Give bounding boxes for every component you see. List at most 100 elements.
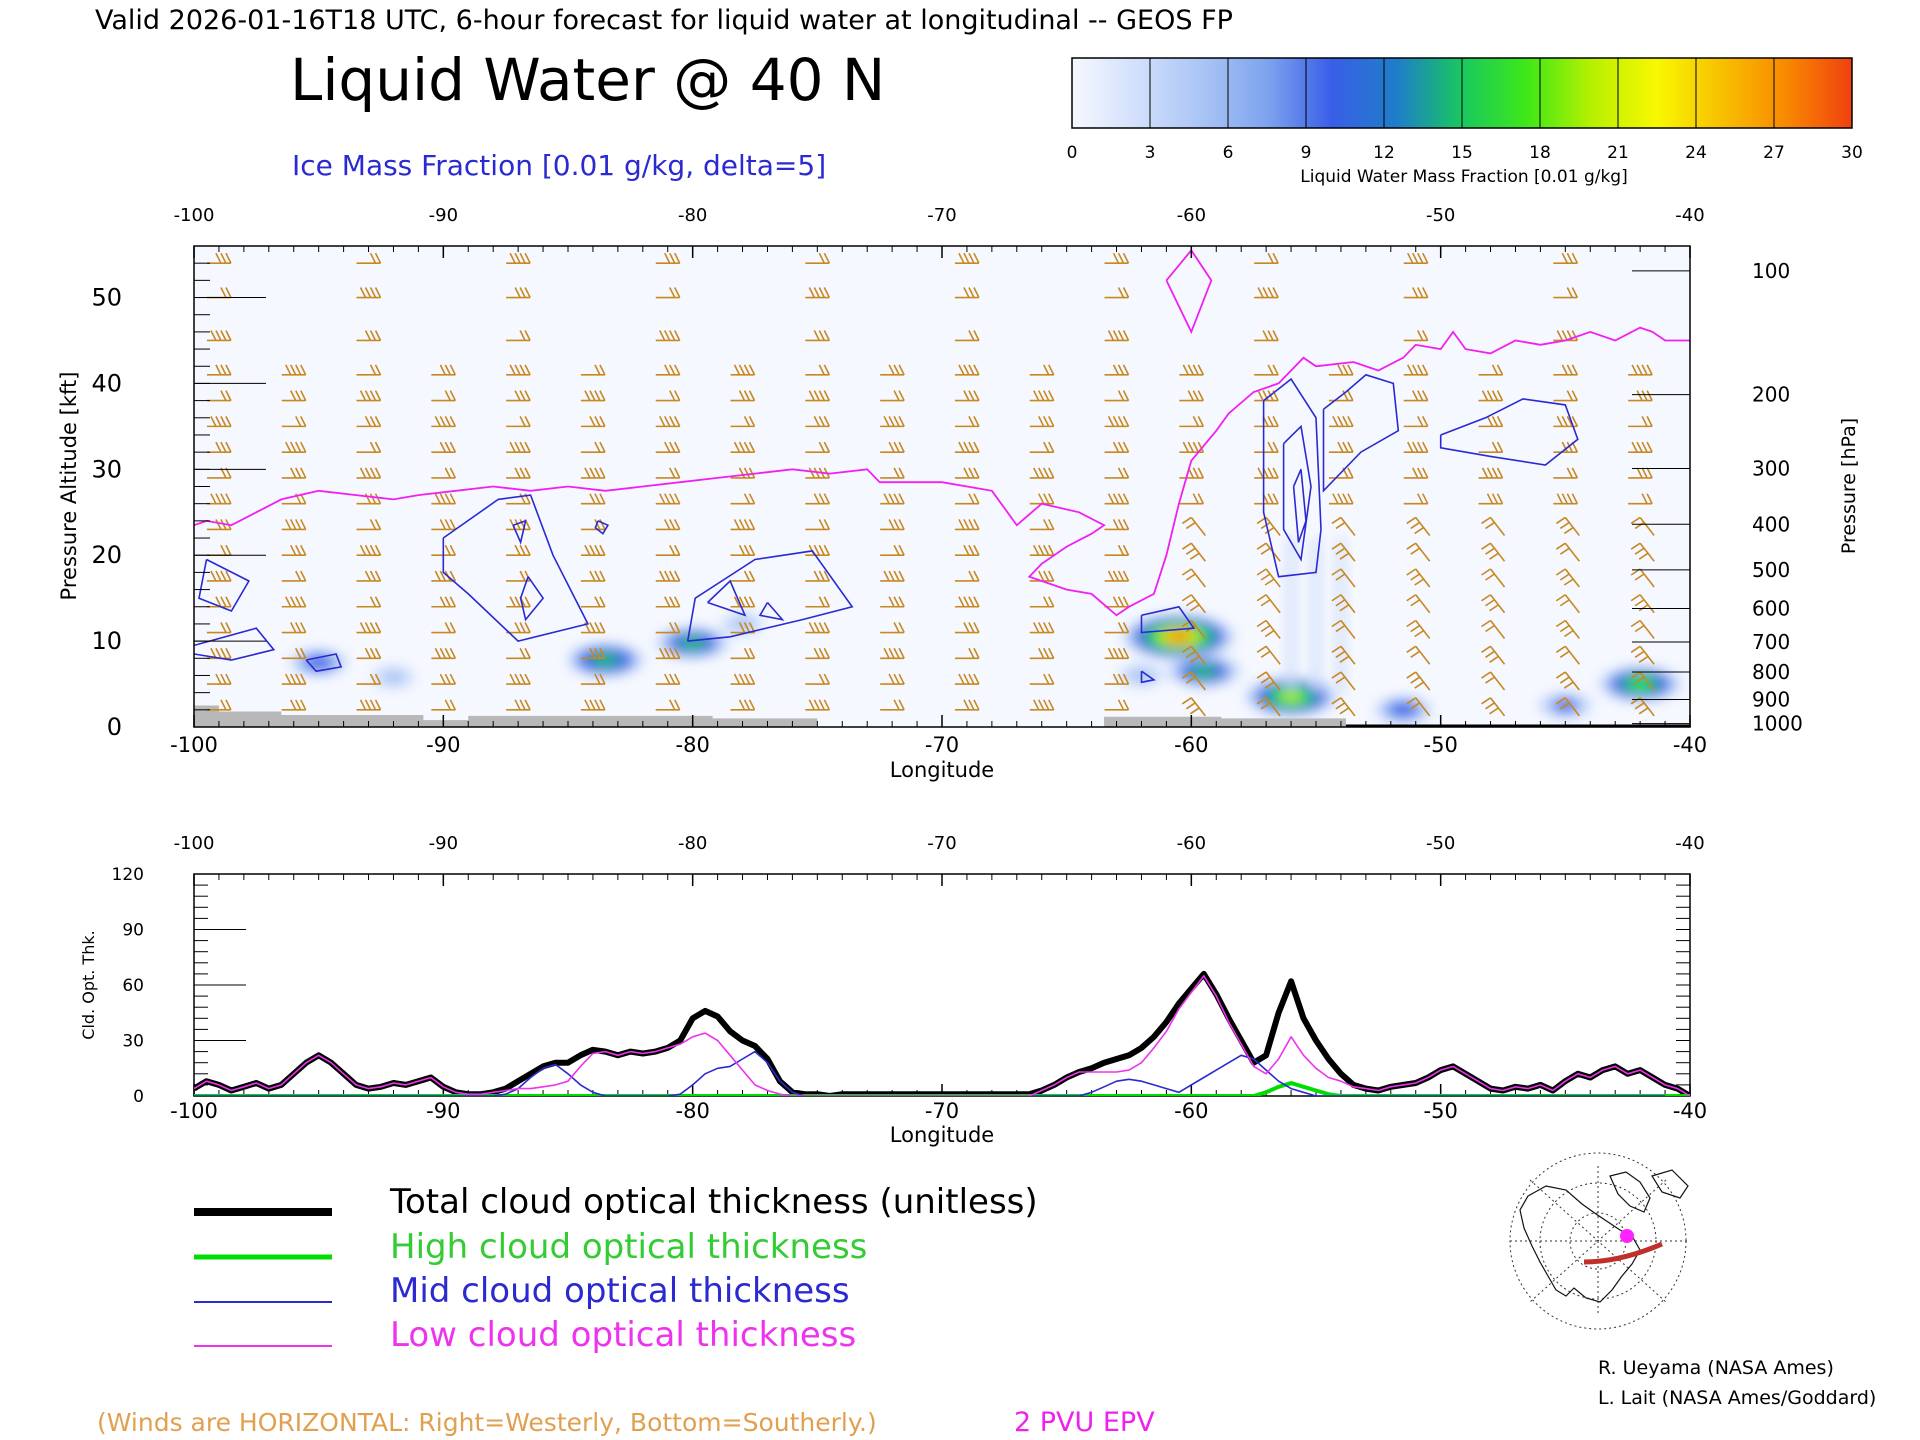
- pressure-tick-label: 800: [1752, 660, 1790, 684]
- wind-barb-flag: [883, 570, 890, 582]
- wind-barb: [580, 416, 606, 428]
- wind-barb-flag: [888, 673, 895, 685]
- wind-barb-flag: [1038, 699, 1045, 711]
- wind-barb-flag: [1410, 521, 1421, 530]
- wind-barb-shaft: [1340, 542, 1356, 562]
- wind-barb-flag: [374, 673, 382, 685]
- wind-barb: [1555, 568, 1580, 588]
- main-top-xtick-label: -40: [1675, 205, 1704, 226]
- wind-barb: [655, 647, 681, 660]
- wind-barb-flag: [1043, 544, 1050, 556]
- wind-barb-flag: [369, 390, 377, 401]
- wind-barb: [730, 647, 756, 660]
- wind-barb-flag: [589, 622, 596, 633]
- wind-barb: [1104, 416, 1130, 428]
- wind-barb-flag: [594, 493, 601, 505]
- wind-barb: [356, 441, 382, 453]
- wind-barb-flag: [1331, 645, 1342, 653]
- wind-barb-flag: [215, 519, 222, 530]
- wind-barb-flag: [359, 544, 367, 556]
- wind-barb-flag: [220, 390, 227, 401]
- wind-barb-flag: [1043, 699, 1050, 711]
- wind-barb-flag: [1033, 544, 1040, 556]
- optical-thickness-plot: -100 -100 -90 -90 -80 -80 -70 -70 -60 -60 -50 -50 -4…: [112, 833, 1708, 1123]
- wind-barb: [1181, 671, 1206, 691]
- wind-barb-flag: [1181, 645, 1192, 653]
- wind-barb-flag: [823, 287, 831, 298]
- wind-barb-flag: [1122, 493, 1130, 505]
- wind-barb-flag: [220, 287, 227, 298]
- wind-barb-flag: [664, 364, 671, 376]
- wind-barb-flag: [963, 519, 970, 530]
- wind-barb-flag: [1481, 467, 1489, 479]
- wind-barb-shaft: [1265, 645, 1281, 665]
- wind-barb-flag: [1335, 624, 1346, 633]
- wind-barb-flag: [1197, 467, 1205, 479]
- wind-barb-flag: [439, 364, 447, 376]
- main-top-xtick-label: -70: [927, 205, 956, 226]
- wind-barb-shaft: [1639, 645, 1655, 665]
- wind-barb-flag: [823, 544, 831, 556]
- wind-barb-flag: [1555, 568, 1566, 576]
- wind-barb: [954, 390, 980, 402]
- wind-barb: [1555, 619, 1580, 640]
- wind-barb-flag: [1636, 467, 1643, 479]
- sub-ytick-label: 120: [112, 865, 144, 885]
- wind-barb-flag: [888, 441, 895, 453]
- wind-barb-flag: [524, 673, 531, 685]
- wind-barb-flag: [1117, 699, 1125, 711]
- wind-barb-flag: [1485, 573, 1495, 581]
- wind-barb: [1179, 467, 1205, 479]
- wind-barb: [1104, 519, 1130, 531]
- wind-barb: [730, 416, 756, 428]
- sub-xtick-label: -70: [925, 1099, 959, 1123]
- main-xtick-label: -90: [426, 733, 460, 757]
- wind-barb: [281, 570, 307, 582]
- wind-barb-flag: [589, 416, 596, 427]
- wind-barb-flag: [1630, 594, 1641, 602]
- wind-barb: [1331, 516, 1356, 536]
- wind-barb-flag: [1407, 252, 1414, 264]
- wind-barb-flag: [893, 622, 900, 633]
- wind-barb: [954, 622, 980, 634]
- wind-barb-flag: [888, 519, 895, 530]
- wind-barb: [1328, 493, 1354, 505]
- wind-barb: [1406, 671, 1431, 691]
- ice-contour: [512, 519, 527, 545]
- wind-barb-flag: [1422, 441, 1429, 453]
- wind-barb-flag: [898, 416, 905, 427]
- wind-barb: [1331, 619, 1356, 640]
- wind-barb: [1403, 390, 1429, 402]
- wind-barb-flag: [1417, 330, 1424, 341]
- wind-barb-flag: [823, 570, 831, 582]
- wind-barb-flag: [210, 493, 217, 505]
- wind-barb-flag: [509, 596, 516, 608]
- wind-barb-flag: [813, 622, 821, 633]
- wind-barb-flag: [1555, 697, 1566, 705]
- wind-barb-flag: [813, 699, 821, 711]
- wind-barb: [1029, 622, 1055, 634]
- wind-barb: [880, 493, 905, 505]
- wind-barb-flag: [220, 622, 227, 633]
- wind-barb: [1403, 330, 1429, 342]
- wind-barb-flag: [514, 544, 521, 556]
- wind-barb-flag: [1112, 570, 1120, 582]
- wind-barb-flag: [813, 330, 821, 341]
- wind-barb: [730, 596, 756, 608]
- wind-barb-flag: [963, 544, 970, 556]
- wind-barb-flag: [743, 364, 751, 376]
- wind-barb-flag: [963, 364, 970, 376]
- wind-barb-flag: [1561, 493, 1569, 505]
- sub-top-xtick-label: -90: [429, 833, 458, 854]
- wind-barb-flag: [439, 493, 447, 505]
- wind-barb: [880, 519, 905, 531]
- wind-barb-shaft: [1340, 697, 1356, 717]
- wind-barb-flag: [599, 699, 606, 711]
- wind-barb-flag: [1571, 330, 1579, 341]
- wind-barb-shaft: [1415, 671, 1431, 691]
- wind-barb-flag: [1571, 364, 1579, 376]
- wind-barb: [880, 673, 905, 685]
- ice-contour: [1140, 670, 1156, 684]
- wind-barb-flag: [968, 390, 975, 401]
- wind-barb-flag: [225, 364, 232, 376]
